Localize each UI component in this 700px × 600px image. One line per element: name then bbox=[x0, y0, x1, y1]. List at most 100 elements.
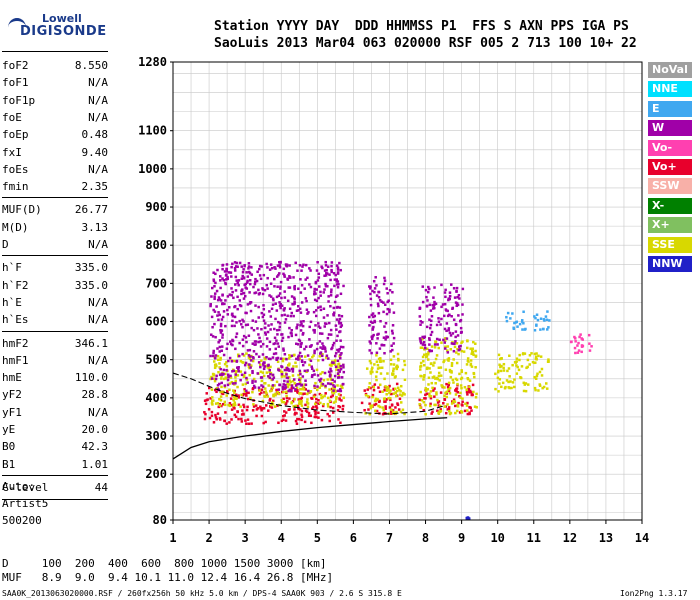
echo-point bbox=[234, 379, 237, 383]
param-row: h`F2 335.0 bbox=[2, 277, 108, 294]
echo-point bbox=[456, 334, 460, 337]
echo-point bbox=[229, 340, 232, 343]
echo-point bbox=[534, 388, 537, 392]
echo-point bbox=[288, 326, 291, 330]
echo-point bbox=[428, 337, 431, 340]
echo-point bbox=[444, 345, 447, 348]
echo-point bbox=[225, 270, 228, 273]
echo-point bbox=[336, 359, 340, 363]
echo-point bbox=[469, 362, 473, 366]
echo-point bbox=[293, 413, 297, 416]
echo-point bbox=[247, 391, 250, 395]
echo-point bbox=[382, 359, 385, 363]
echo-point bbox=[275, 295, 279, 299]
x-tick-label: 11 bbox=[527, 531, 541, 545]
echo-point bbox=[262, 364, 265, 367]
echo-point bbox=[340, 376, 344, 379]
echo-point bbox=[209, 354, 212, 358]
echo-point bbox=[214, 272, 217, 276]
echo-point bbox=[290, 354, 294, 358]
echo-point bbox=[507, 380, 510, 384]
echo-point bbox=[245, 376, 248, 380]
echo-point bbox=[332, 391, 336, 395]
echo-point bbox=[460, 341, 463, 344]
echo-point bbox=[331, 361, 334, 364]
echo-point bbox=[448, 370, 452, 373]
echo-point bbox=[231, 262, 234, 266]
echo-point bbox=[268, 294, 271, 297]
echo-point bbox=[383, 351, 386, 355]
echo-point bbox=[501, 381, 505, 385]
echo-point bbox=[522, 322, 525, 325]
echo-point bbox=[547, 358, 550, 361]
echo-point bbox=[368, 324, 371, 327]
echo-point bbox=[319, 377, 323, 381]
trace-sse bbox=[418, 337, 478, 416]
echo-point bbox=[332, 389, 335, 392]
param-value: 1.01 bbox=[81, 457, 109, 471]
echo-point bbox=[313, 351, 316, 355]
echo-point bbox=[278, 292, 282, 295]
echo-point bbox=[576, 351, 580, 354]
echo-point bbox=[419, 406, 422, 409]
echo-point bbox=[456, 405, 460, 408]
echo-point bbox=[524, 389, 528, 393]
echo-point bbox=[497, 369, 500, 373]
echo-point bbox=[257, 333, 260, 336]
echo-point bbox=[443, 386, 446, 389]
echo-point bbox=[455, 378, 459, 382]
echo-point bbox=[324, 260, 327, 264]
echo-point bbox=[277, 345, 281, 348]
echo-point bbox=[286, 399, 289, 403]
echo-point bbox=[280, 296, 283, 300]
echo-point bbox=[510, 386, 513, 390]
echo-point bbox=[521, 352, 525, 356]
echo-point bbox=[270, 323, 273, 326]
echo-point bbox=[310, 397, 314, 400]
echo-point bbox=[209, 397, 212, 400]
echo-point bbox=[267, 367, 270, 370]
echo-point bbox=[225, 390, 229, 393]
param-name: h`F2 bbox=[2, 278, 29, 292]
param-name: B0 bbox=[2, 440, 16, 454]
echo-point bbox=[450, 371, 453, 374]
echo-point bbox=[533, 315, 536, 318]
echo-point bbox=[277, 320, 280, 324]
echo-point bbox=[470, 409, 473, 412]
echo-point bbox=[459, 396, 462, 399]
param-name: hmE bbox=[2, 371, 22, 385]
legend-item: NNE bbox=[648, 81, 692, 98]
echo-point bbox=[375, 370, 379, 374]
echo-point bbox=[310, 421, 313, 425]
echo-point bbox=[228, 402, 232, 405]
echo-point bbox=[309, 285, 313, 289]
echo-point bbox=[268, 370, 271, 374]
echo-point bbox=[319, 305, 322, 308]
param-value: N/A bbox=[88, 313, 108, 327]
echo-point bbox=[298, 399, 301, 403]
echo-point bbox=[232, 396, 236, 399]
y-tick-label: 80 bbox=[153, 513, 167, 527]
trace-nnw bbox=[465, 516, 471, 520]
echo-point bbox=[312, 395, 316, 399]
echo-point bbox=[212, 271, 215, 274]
echo-point bbox=[276, 360, 280, 364]
echo-point bbox=[225, 422, 228, 425]
electron-density-profile-line bbox=[172, 417, 448, 460]
echo-point bbox=[425, 325, 429, 329]
echo-point bbox=[385, 287, 388, 290]
echo-point bbox=[430, 412, 433, 415]
echo-point bbox=[213, 310, 217, 313]
echo-point bbox=[219, 399, 223, 402]
echo-point bbox=[261, 353, 265, 356]
echo-point bbox=[436, 409, 439, 413]
echo-point bbox=[242, 403, 245, 407]
echo-point bbox=[274, 267, 277, 270]
echo-point bbox=[284, 419, 288, 422]
x-tick-label: 14 bbox=[635, 531, 649, 545]
echo-point bbox=[275, 380, 279, 384]
echo-point bbox=[469, 389, 472, 393]
echo-point bbox=[382, 397, 386, 401]
echo-point bbox=[230, 265, 233, 269]
echo-point bbox=[290, 311, 294, 315]
